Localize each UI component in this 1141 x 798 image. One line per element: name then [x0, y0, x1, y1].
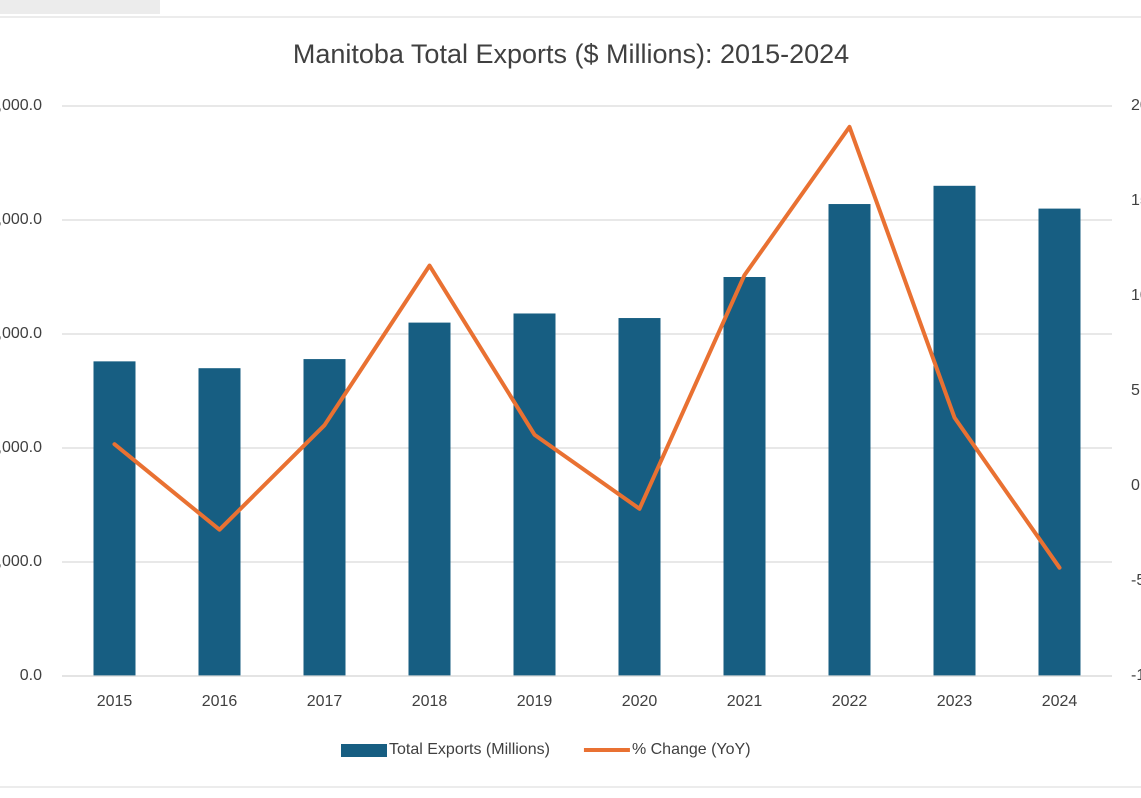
x-tick-label: 2022 — [832, 693, 868, 710]
y-tick-label: 20,000.0 — [0, 211, 42, 228]
x-tick-label: 2020 — [622, 693, 658, 710]
y2-tick-label: 15.0% — [1131, 192, 1141, 209]
x-tick-label: 2016 — [202, 693, 238, 710]
y2-tick-label: -5.0% — [1131, 572, 1141, 589]
x-tick-label: 2018 — [412, 693, 448, 710]
y-tick-label: 15,000.0 — [0, 325, 42, 342]
y2-tick-label: 5.0% — [1131, 382, 1141, 399]
bar — [1038, 208, 1081, 676]
y-tick-label: 0.0 — [20, 667, 42, 684]
bar — [723, 277, 766, 676]
legend-label: Total Exports (Millions) — [389, 741, 550, 758]
chart-title: Manitoba Total Exports ($ Millions): 201… — [293, 39, 849, 69]
bar — [513, 313, 556, 676]
legend-swatch — [341, 744, 387, 757]
x-tick-label: 2021 — [727, 693, 763, 710]
bar — [408, 322, 451, 676]
x-tick-label: 2017 — [307, 693, 343, 710]
bar — [93, 361, 136, 676]
bar — [303, 359, 346, 676]
x-tick-label: 2019 — [517, 693, 553, 710]
bar — [198, 368, 241, 676]
legend-label: % Change (YoY) — [632, 741, 751, 758]
window-tab — [0, 0, 160, 14]
y-tick-label: 25,000.0 — [0, 97, 42, 114]
bar — [933, 185, 976, 677]
y-tick-label: 5,000.0 — [0, 553, 42, 570]
y2-tick-label: -10.0% — [1131, 667, 1141, 684]
x-tick-label: 2015 — [97, 693, 133, 710]
x-tick-label: 2024 — [1042, 693, 1078, 710]
y2-tick-label: 10.0% — [1131, 287, 1141, 304]
y-tick-label: 10,000.0 — [0, 439, 42, 456]
line — [112, 124, 1062, 570]
bar — [828, 204, 871, 677]
y2-tick-label: 20.0% — [1131, 97, 1141, 114]
y2-tick-label: 0.0% — [1131, 477, 1141, 494]
x-tick-label: 2023 — [937, 693, 973, 710]
